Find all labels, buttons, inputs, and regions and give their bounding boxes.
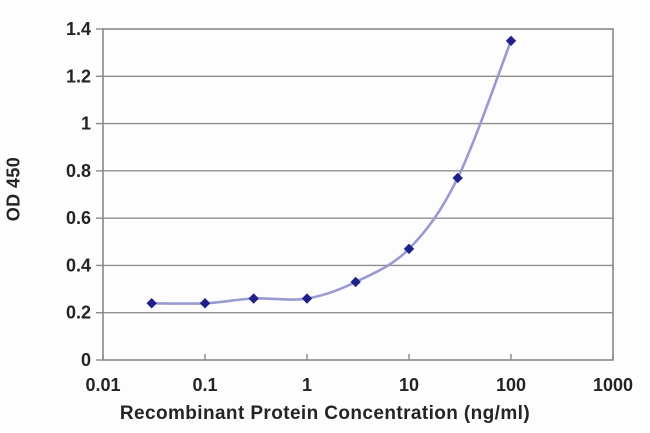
x-tick-label: 100 bbox=[496, 375, 526, 395]
x-axis-title: Recombinant Protein Concentration (ng/ml… bbox=[119, 403, 531, 424]
data-point-marker bbox=[248, 293, 259, 304]
data-point-marker bbox=[350, 276, 361, 288]
y-tick-label: 0.8 bbox=[66, 161, 91, 181]
y-tick-label: 0.2 bbox=[66, 303, 91, 323]
y-tick-label: 1 bbox=[81, 114, 91, 134]
x-tick-label: 1000 bbox=[593, 375, 633, 395]
x-tick-label: 10 bbox=[399, 375, 419, 395]
y-tick-label: 0.6 bbox=[66, 208, 91, 228]
x-tick-label: 0.1 bbox=[192, 375, 217, 395]
y-tick-label: 0 bbox=[81, 350, 91, 370]
data-point-marker bbox=[199, 298, 211, 309]
y-tick-label: 0.4 bbox=[66, 255, 91, 275]
y-tick-label: 1.4 bbox=[66, 19, 91, 39]
y-tick-label: 1.2 bbox=[66, 66, 91, 86]
plot-border bbox=[102, 28, 614, 361]
data-point-marker bbox=[505, 35, 517, 47]
x-tick-label: 1 bbox=[302, 375, 312, 395]
data-point-marker bbox=[146, 298, 157, 309]
plot-background bbox=[103, 29, 613, 360]
data-point-marker bbox=[452, 172, 463, 184]
data-point-marker bbox=[403, 243, 415, 255]
x-tick-label: 0.01 bbox=[85, 375, 120, 395]
data-point-marker bbox=[301, 293, 313, 304]
y-axis-title: OD 450 bbox=[3, 156, 24, 222]
